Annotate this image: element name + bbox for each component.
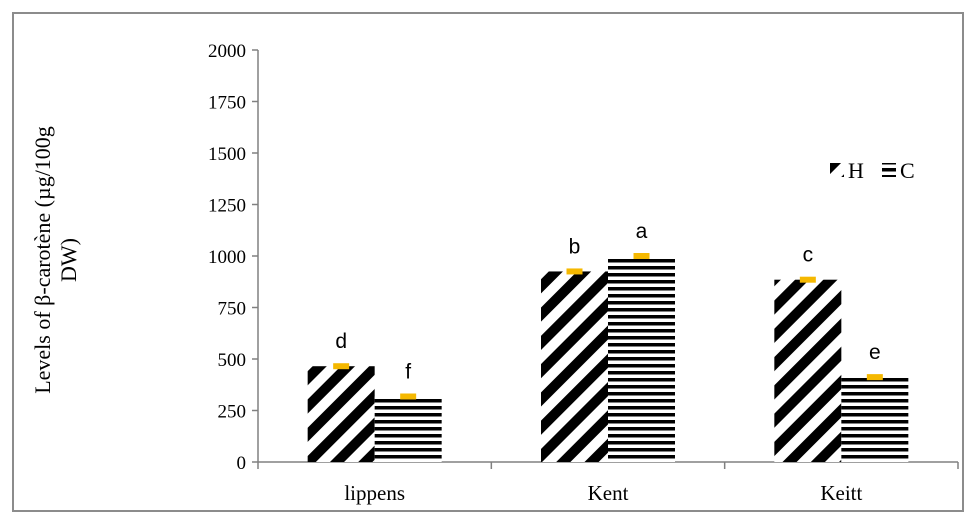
bar-H-Kent bbox=[541, 271, 608, 462]
y-tick-label: 1000 bbox=[208, 247, 246, 268]
significance-letter: f bbox=[405, 360, 411, 383]
error-bar bbox=[633, 253, 650, 259]
error-bar bbox=[866, 374, 883, 381]
legend-label-C: C bbox=[900, 158, 915, 183]
error-bar bbox=[400, 393, 417, 400]
y-tick-label: 1250 bbox=[208, 196, 246, 217]
legend-swatch-C bbox=[882, 163, 896, 177]
legend-label-H: H bbox=[848, 158, 864, 183]
y-axis-title-line-1: Levels of β-carotène (µg/100g bbox=[30, 126, 55, 394]
y-tick-label: 2000 bbox=[208, 41, 246, 62]
error-bar bbox=[799, 276, 816, 283]
y-tick-label: 500 bbox=[218, 350, 247, 371]
x-tick-label: Kent bbox=[588, 481, 629, 505]
bar-C-Keitt bbox=[841, 377, 909, 462]
significance-letter: d bbox=[335, 330, 347, 353]
x-tick-label: Keitt bbox=[820, 481, 862, 505]
bar-C-lippens bbox=[374, 396, 442, 462]
y-tick-label: 0 bbox=[237, 453, 247, 474]
significance-letter: b bbox=[569, 235, 581, 258]
significance-letter: e bbox=[869, 341, 881, 364]
x-tick-label: lippens bbox=[344, 481, 405, 505]
bar-H-Keitt bbox=[774, 279, 842, 462]
legend-swatch-H bbox=[830, 163, 844, 177]
error-bar bbox=[566, 268, 583, 275]
bar-H-lippens bbox=[307, 366, 375, 462]
y-axis-title: Levels of β-carotène (µg/100g DW) bbox=[30, 126, 81, 394]
y-tick-label: 750 bbox=[218, 299, 247, 320]
bars bbox=[307, 253, 909, 462]
bar-C-Kent bbox=[608, 256, 675, 462]
significance-letter: a bbox=[636, 220, 648, 243]
y-tick-label: 250 bbox=[218, 402, 247, 423]
labels: lippens d f Kent b a Keitt c e bbox=[335, 220, 880, 505]
y-axis-title-line-2: DW) bbox=[56, 238, 81, 282]
significance-letter: c bbox=[803, 244, 814, 267]
error-bar bbox=[333, 363, 350, 370]
y-tick-label: 1750 bbox=[208, 93, 246, 114]
y-tick-label: 1500 bbox=[208, 144, 246, 165]
